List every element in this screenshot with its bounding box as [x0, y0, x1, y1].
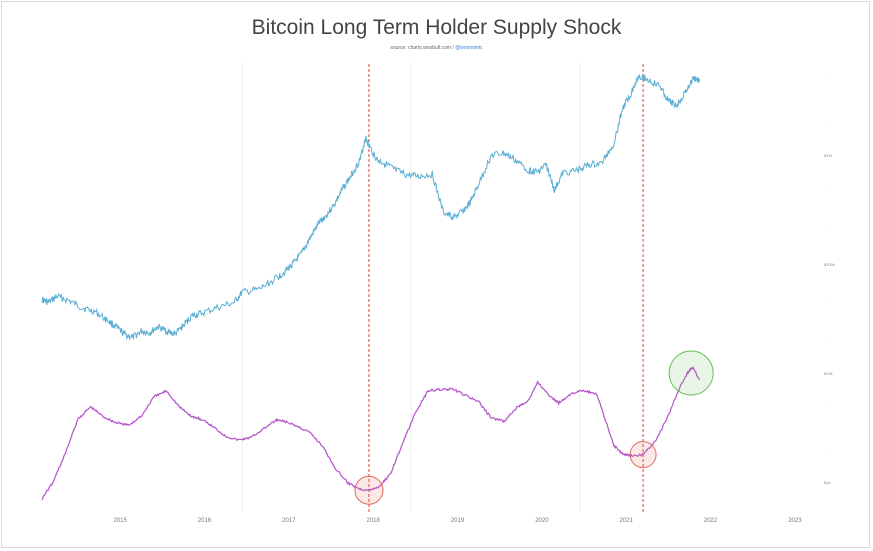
right-axis-minor-4: ·	[825, 295, 826, 300]
right-axis-label-3: $1k	[824, 480, 830, 485]
chart-title: Bitcoin Long Term Holder Supply Shock	[251, 16, 622, 39]
highlight-circle-0	[354, 475, 384, 505]
x-tick-label-2020: 2020	[535, 518, 549, 524]
highlight-circle-1	[629, 441, 657, 469]
x-tick-label-2016: 2016	[198, 518, 212, 524]
source-prefix: source: charts.woobull.com /	[390, 45, 456, 51]
x-tick-label-2021: 2021	[620, 518, 634, 524]
x-tick-label-2023: 2023	[788, 518, 802, 524]
x-tick-label-2019: 2019	[451, 518, 465, 524]
x-tick-label-2022: 2022	[704, 518, 718, 524]
right-axis-minor-5: ·	[825, 338, 826, 343]
right-axis-label-1: $100k	[824, 262, 835, 267]
price-series-line	[41, 73, 701, 341]
chart-source: source: charts.woobull.com / @woonomic	[0, 45, 873, 51]
supply-shock-series-line	[41, 366, 700, 501]
right-axis-minor-0: ·	[825, 75, 826, 80]
x-tick-label-2017: 2017	[282, 518, 296, 524]
right-axis-minor-7: ·	[825, 447, 826, 452]
source-handle[interactable]: @woonomic	[455, 45, 483, 51]
right-axis-minor-6: ·	[825, 404, 826, 409]
right-axis-minor-2: ·	[825, 186, 826, 191]
right-axis-minor-1: ·	[825, 120, 826, 125]
x-tick-label-2015: 2015	[113, 518, 127, 524]
right-axis-label-0: $1M	[824, 153, 832, 158]
right-axis-label-2: $10k	[824, 371, 833, 376]
highlight-circle-2	[668, 350, 714, 396]
x-tick-label-2018: 2018	[366, 518, 380, 524]
right-axis-minor-3: ·	[825, 229, 826, 234]
